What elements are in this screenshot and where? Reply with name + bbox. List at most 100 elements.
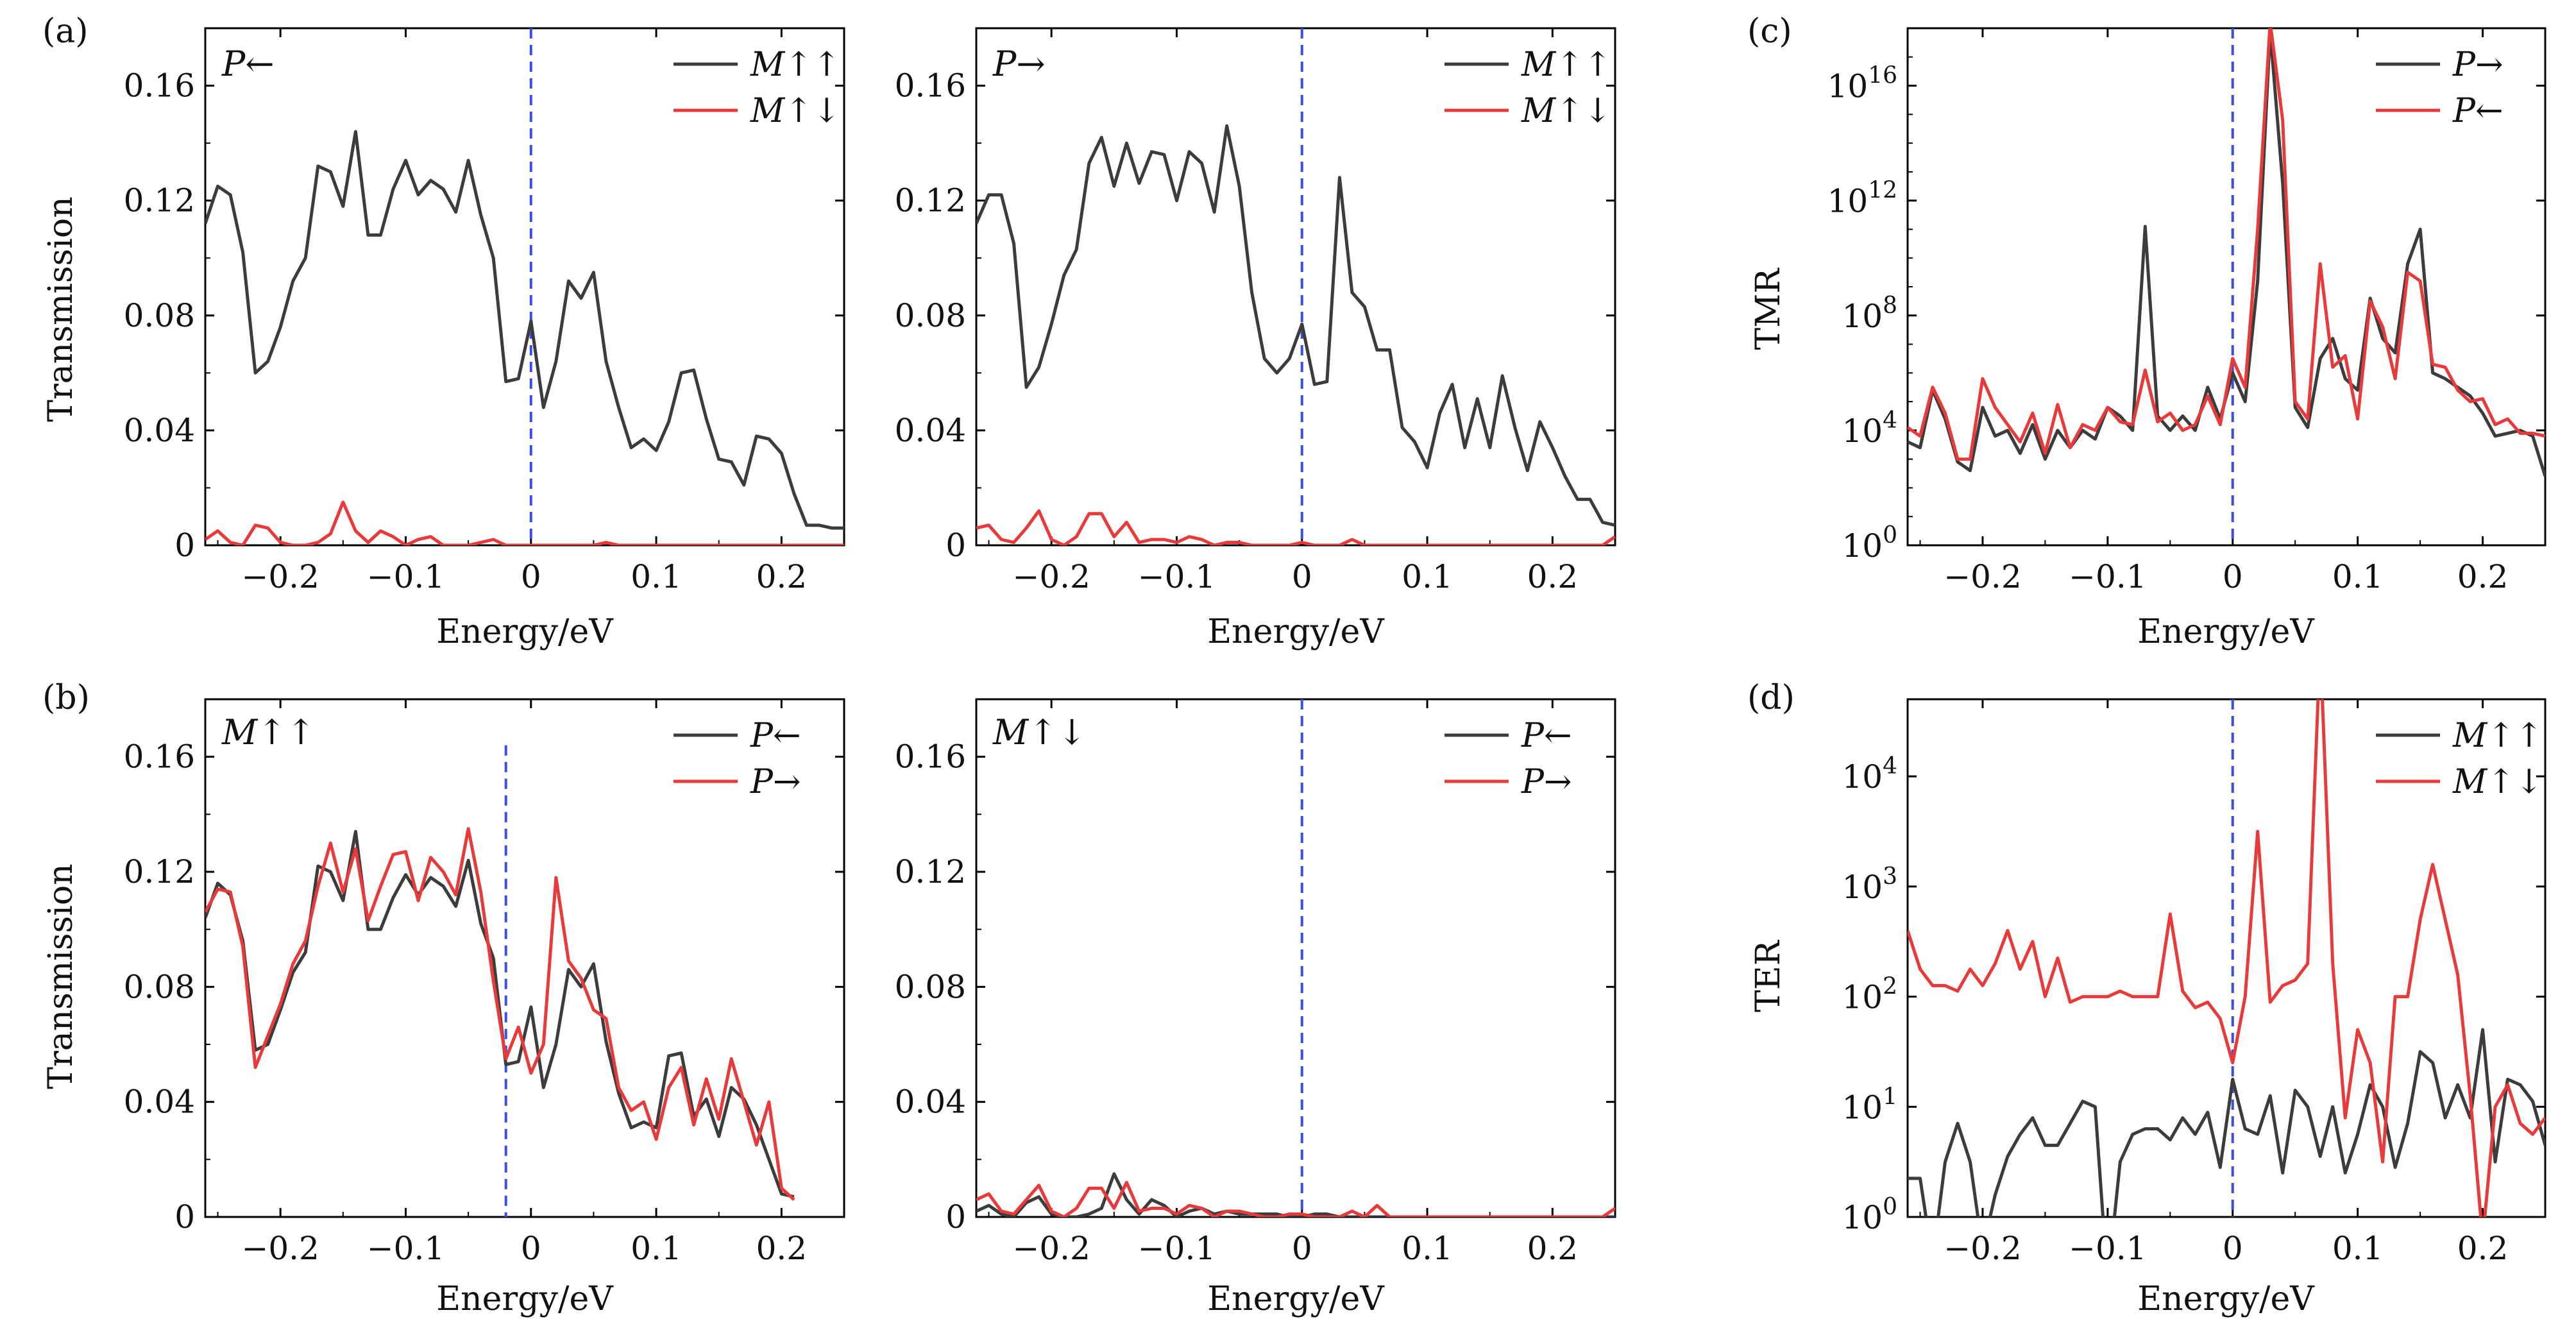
- series-line: [1908, 1028, 2545, 1217]
- x-tick-label: 0: [1292, 558, 1312, 595]
- panel-label-c: (c): [1747, 12, 1792, 51]
- y-tick-label: 0.16: [895, 738, 966, 776]
- plot-area: [976, 1172, 1615, 1217]
- x-tick-label: −0.2: [1012, 558, 1090, 595]
- plot-area: [1908, 28, 2545, 477]
- x-tick-label: −0.2: [241, 1230, 319, 1267]
- y-tick-label: 0.04: [895, 412, 966, 449]
- y-tick-label: 101: [1842, 1084, 1897, 1126]
- y-axis-label: TER: [1749, 939, 1788, 1012]
- x-tick-label: 0.2: [1527, 558, 1579, 595]
- x-tick-label: −0.1: [367, 558, 445, 595]
- x-tick-label: 0.1: [631, 1230, 682, 1267]
- corner-label: M↑↑: [221, 712, 316, 752]
- legend-label: P→: [750, 763, 801, 801]
- panel-label-a: (a): [42, 12, 89, 51]
- chart-d: (d) Energy/eV TER −0.2 −0.1 0 0.1 0.2 100 101 1…: [1747, 679, 2546, 1318]
- plot-frame: [975, 27, 1616, 547]
- x-tick-label: −0.2: [1944, 558, 2021, 595]
- x-tick-label: 0.2: [756, 1230, 808, 1267]
- series-line: [205, 827, 795, 1201]
- x-tick-label: −0.1: [367, 1230, 445, 1267]
- y-tick-label: 0.12: [124, 853, 195, 890]
- series-line: [1908, 28, 2545, 461]
- x-tick-label: −0.1: [1138, 1230, 1216, 1267]
- y-tick-label: 0.08: [124, 968, 195, 1005]
- y-tick-label: 0.16: [124, 67, 195, 105]
- y-tick-label: 102: [1842, 974, 1897, 1016]
- plot-area: [976, 124, 1615, 545]
- series-line: [1908, 699, 2545, 1217]
- y-tick-label: 0.08: [895, 968, 966, 1005]
- y-tick-label: 104: [1842, 753, 1897, 795]
- x-tick-label: 0.1: [2332, 558, 2384, 595]
- chart-b-right: M↑↓ Energy/eV −0.2 −0.1 0 0.1 0.2 0 0.04 0.08 0.…: [895, 698, 1616, 1318]
- x-tick-label: 0.1: [631, 558, 682, 595]
- y-tick-label: 0: [174, 527, 195, 564]
- y-tick-label: 0.12: [895, 853, 966, 890]
- y-tick-label: 0.12: [895, 182, 966, 219]
- x-axis-label: Energy/eV: [1207, 613, 1385, 651]
- plot-frame: [1906, 698, 2546, 1218]
- series-line: [1908, 30, 2545, 477]
- y-tick-label: 0.08: [895, 297, 966, 334]
- y-axis-label: TMR: [1749, 268, 1788, 350]
- legend-label: M↑↓: [750, 92, 840, 130]
- plot-area: [205, 827, 795, 1201]
- x-axis-label: Energy/eV: [436, 1280, 614, 1318]
- x-tick-label: 0.2: [2457, 558, 2509, 595]
- corner-label: P→: [992, 44, 1046, 84]
- y-tick-label: 0.04: [124, 412, 195, 449]
- x-axis-label: Energy/eV: [2137, 1280, 2315, 1318]
- x-axis-label: Energy/eV: [436, 613, 614, 651]
- chart-a-right: P→ Energy/eV −0.2 −0.1 0 0.1 0.2 0 0.04 0.08 0.1…: [895, 27, 1616, 651]
- y-tick-label: 1012: [1827, 178, 1897, 220]
- x-tick-label: 0.1: [2332, 1230, 2384, 1267]
- y-tick-label: 104: [1842, 407, 1897, 450]
- x-tick-label: −0.1: [1138, 558, 1216, 595]
- y-tick-label: 1016: [1827, 63, 1897, 105]
- legend-label: P←: [1521, 717, 1572, 755]
- x-tick-label: −0.2: [241, 558, 319, 595]
- y-tick-label: 103: [1842, 863, 1897, 906]
- y-tick-label: 0: [945, 1198, 966, 1236]
- series-line: [976, 509, 1615, 545]
- y-tick-label: 0.16: [895, 67, 966, 105]
- series-line: [976, 1180, 1615, 1217]
- y-tick-label: 108: [1842, 293, 1897, 335]
- x-tick-label: −0.2: [1012, 1230, 1090, 1267]
- x-tick-label: −0.2: [1944, 1230, 2021, 1267]
- y-tick-label: 0.04: [895, 1084, 966, 1121]
- y-axis-label: Transmission: [42, 196, 80, 421]
- legend-label: M↑↑: [2452, 717, 2543, 755]
- chart-b-left: (b) M↑↑ Energy/eV Transmission −0.2 −0.1 0…: [42, 679, 845, 1318]
- x-tick-label: 0: [521, 558, 541, 595]
- plot-frame: [204, 698, 845, 1218]
- panel-label-d: (d): [1747, 679, 1795, 717]
- plot-area: [1908, 699, 2545, 1217]
- plot-area: [205, 130, 844, 545]
- x-tick-label: −0.1: [2069, 1230, 2146, 1267]
- legend-label: P→: [1521, 763, 1572, 801]
- x-tick-label: 0.2: [1527, 1230, 1579, 1267]
- x-tick-label: 0.2: [756, 558, 808, 595]
- series-line: [976, 1172, 1615, 1217]
- x-tick-label: 0.1: [1402, 558, 1453, 595]
- series-line: [205, 130, 844, 530]
- legend-label: M↑↓: [2452, 763, 2543, 801]
- y-tick-label: 100: [1842, 1194, 1897, 1236]
- corner-label: M↑↓: [992, 712, 1087, 752]
- x-tick-label: 0.2: [2457, 1230, 2509, 1267]
- series-line: [976, 124, 1615, 527]
- y-axis-label: Transmission: [42, 863, 80, 1089]
- legend-label: P←: [2452, 92, 2504, 130]
- x-tick-label: 0.1: [1402, 1230, 1453, 1267]
- series-line: [205, 500, 844, 545]
- legend-label: M↑↓: [1521, 92, 1611, 130]
- legend-label: P←: [750, 717, 801, 755]
- legend-label: M↑↑: [1521, 46, 1611, 84]
- corner-label: P←: [221, 44, 275, 84]
- x-tick-label: −0.1: [2069, 558, 2146, 595]
- x-tick-label: 0: [2223, 558, 2243, 595]
